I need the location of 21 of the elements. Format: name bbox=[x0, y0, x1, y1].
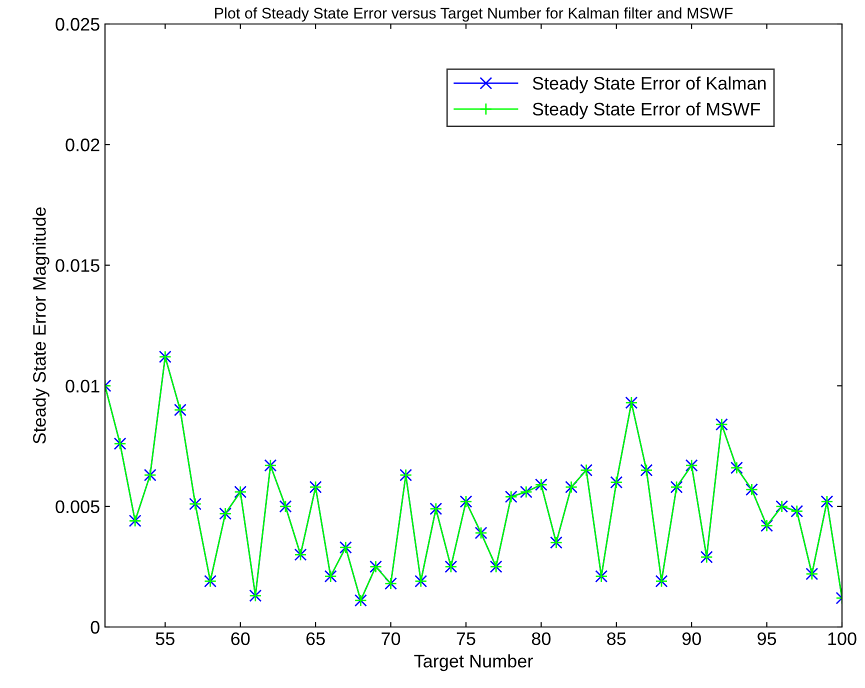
x-tick-label: 70 bbox=[382, 632, 400, 646]
x-tick-label: 60 bbox=[231, 632, 250, 646]
x-tick-label: 65 bbox=[306, 632, 325, 646]
y-tick-label: 0.015 bbox=[56, 259, 100, 272]
y-tick-label: 0.005 bbox=[56, 500, 100, 514]
x-tick-label: 90 bbox=[682, 632, 701, 646]
x-tick-label: 75 bbox=[456, 632, 476, 646]
x-axis-title: Target Number bbox=[414, 654, 533, 672]
y-tick-label: 0.01 bbox=[66, 380, 100, 393]
x-tick-label: 80 bbox=[532, 632, 551, 646]
x-tick-label: 95 bbox=[758, 632, 776, 646]
chart-title: Plot of Steady State Error versus Target Number for Kalman filter and MSWF bbox=[215, 7, 733, 22]
y-tick-label: 0.02 bbox=[66, 138, 100, 152]
y-axis-title: Steady State Error Magnitude bbox=[32, 207, 50, 444]
legend-label: Steady State Error of Kalman bbox=[532, 76, 766, 94]
x-tick-label: 55 bbox=[156, 632, 174, 646]
x-tick-label: 100 bbox=[828, 632, 856, 646]
y-tick-label: 0 bbox=[90, 620, 100, 634]
x-tick-label: 85 bbox=[607, 632, 626, 646]
y-tick-label: 0.025 bbox=[56, 18, 100, 31]
legend-label: Steady State Error of MSWF bbox=[532, 102, 760, 120]
